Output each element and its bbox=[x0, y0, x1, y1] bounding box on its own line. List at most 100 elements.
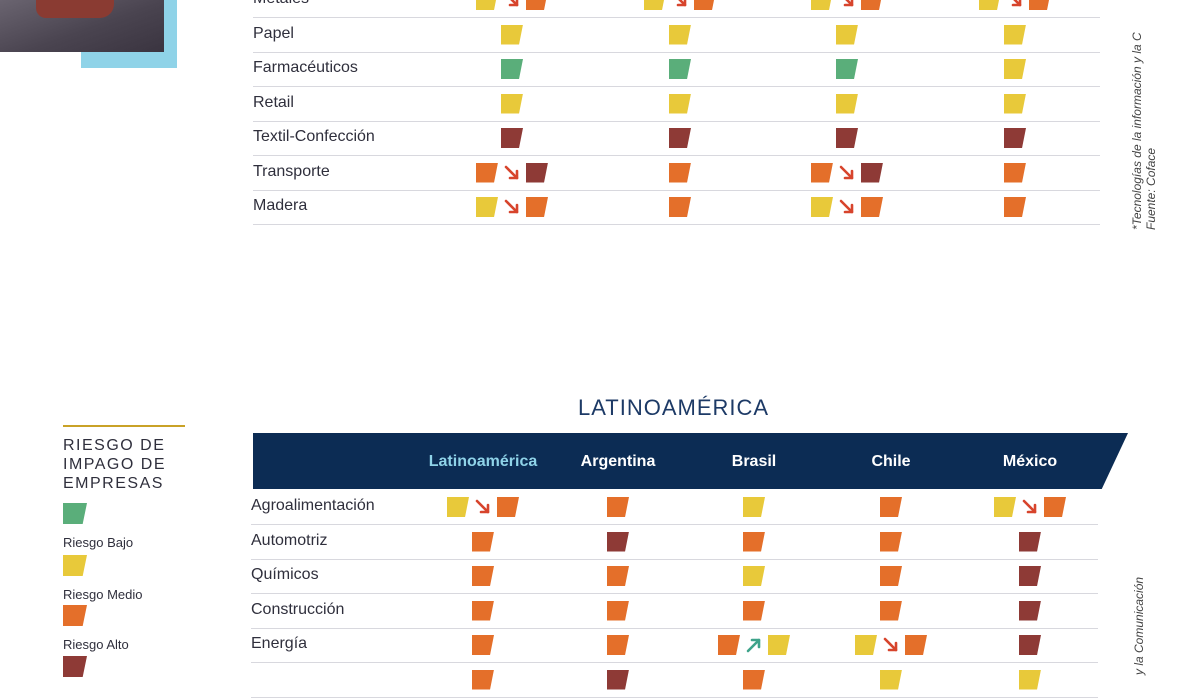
risk-high-icon bbox=[880, 566, 902, 586]
footnote-bottom: y la Comunicación bbox=[1132, 576, 1146, 675]
trend-down-arrow-icon bbox=[504, 165, 519, 179]
latam-section-title: LATINOAMÉRICA bbox=[578, 395, 770, 420]
risk-medium-icon bbox=[836, 93, 858, 114]
risk-high-icon bbox=[694, 0, 716, 10]
risk-high-icon bbox=[1029, 0, 1051, 10]
legend-item-very-high bbox=[63, 656, 87, 682]
risk-cell bbox=[1019, 628, 1041, 662]
risk-cell bbox=[476, 156, 548, 190]
table-row: Papel bbox=[253, 18, 1100, 53]
column-header-chile: Chile bbox=[871, 453, 911, 470]
sector-label: Metales bbox=[253, 0, 309, 8]
latam-header-bar bbox=[253, 433, 1128, 489]
sector-label: Energía bbox=[251, 635, 308, 652]
risk-cell bbox=[1004, 87, 1026, 121]
risk-medium-icon bbox=[743, 497, 765, 517]
risk-high-icon bbox=[526, 0, 548, 10]
risk-medium-icon bbox=[811, 0, 833, 10]
risk-cell bbox=[994, 490, 1066, 524]
risk-very-high-icon bbox=[526, 162, 548, 183]
trend-down-arrow-icon bbox=[839, 165, 854, 179]
table-row: Farmacéuticos bbox=[253, 52, 1100, 87]
vehicle-photo bbox=[0, 0, 164, 52]
risk-cell bbox=[718, 628, 790, 662]
risk-cell bbox=[1019, 559, 1041, 593]
trend-down-arrow-icon bbox=[504, 199, 519, 214]
risk-cell bbox=[836, 52, 858, 86]
table-row: Automotriz bbox=[251, 525, 1098, 560]
column-header-argentina: Argentina bbox=[580, 453, 656, 470]
risk-cell bbox=[743, 594, 765, 628]
risk-cell bbox=[1019, 525, 1041, 559]
vehicle-shape bbox=[36, 0, 114, 18]
risk-medium-icon bbox=[447, 497, 469, 517]
risk-cell bbox=[472, 663, 494, 697]
column-header-brasil: Brasil bbox=[731, 453, 777, 470]
risk-high-icon bbox=[743, 531, 765, 552]
sector-label: Papel bbox=[253, 24, 294, 42]
risk-cell bbox=[811, 0, 883, 17]
table-row: Transporte bbox=[253, 156, 1100, 191]
risk-high-icon bbox=[905, 635, 927, 655]
risk-cell bbox=[607, 525, 629, 559]
sector-label: Transporte bbox=[253, 162, 330, 180]
risk-high-icon bbox=[472, 531, 494, 552]
risk-cell bbox=[607, 663, 629, 697]
risk-cell bbox=[669, 190, 691, 224]
risk-cell bbox=[472, 559, 494, 593]
risk-cell bbox=[1004, 18, 1026, 52]
risk-cell bbox=[447, 490, 519, 524]
risk-cell bbox=[669, 18, 691, 52]
risk-high-icon bbox=[669, 197, 691, 217]
sector-label: Químicos bbox=[251, 566, 319, 583]
risk-very-high-icon bbox=[607, 669, 629, 690]
risk-cell bbox=[669, 87, 691, 121]
risk-medium-icon bbox=[501, 93, 523, 114]
risk-medium-icon bbox=[836, 24, 858, 45]
risk-high-icon bbox=[607, 600, 629, 621]
column-header-latinoam-rica: Latinoamérica bbox=[428, 453, 538, 470]
risk-cell bbox=[607, 490, 629, 524]
sector-label: Automotriz bbox=[251, 531, 328, 549]
risk-medium-icon bbox=[1019, 669, 1041, 690]
risk-cell bbox=[880, 525, 902, 559]
risk-medium-icon bbox=[743, 566, 765, 586]
risk-medium-icon bbox=[811, 197, 833, 217]
sector-label: Construcción bbox=[251, 600, 345, 618]
risk-very-high-icon bbox=[607, 531, 629, 552]
risk-high-icon bbox=[472, 669, 494, 690]
risk-medium-icon bbox=[476, 197, 498, 217]
risk-high-icon bbox=[743, 600, 765, 621]
risk-high-icon bbox=[861, 197, 883, 217]
legend-item-medium: Riesgo Medio bbox=[63, 555, 143, 602]
risk-high-icon bbox=[880, 600, 902, 621]
table-row: Agroalimentación bbox=[251, 490, 1098, 525]
column-header-m-xico: México bbox=[1002, 453, 1058, 470]
risk-cell bbox=[607, 594, 629, 628]
legend-rule bbox=[63, 425, 185, 427]
risk-low-icon bbox=[63, 503, 87, 524]
risk-cell bbox=[472, 628, 494, 662]
risk-cell bbox=[836, 18, 858, 52]
risk-cell bbox=[1004, 121, 1026, 155]
risk-cell bbox=[607, 628, 629, 662]
risk-cell bbox=[855, 628, 927, 662]
risk-low-icon bbox=[501, 59, 523, 79]
risk-high-icon bbox=[669, 162, 691, 183]
risk-very-high-icon bbox=[1019, 566, 1041, 586]
trend-down-arrow-icon bbox=[883, 637, 898, 652]
risk-cell bbox=[880, 490, 902, 524]
risk-high-icon bbox=[880, 497, 902, 517]
risk-high-icon bbox=[607, 635, 629, 655]
legend-label: Riesgo Alto bbox=[63, 637, 129, 652]
risk-high-icon bbox=[880, 531, 902, 552]
trend-down-arrow-icon bbox=[843, 0, 854, 7]
risk-high-icon bbox=[472, 635, 494, 655]
risk-high-icon bbox=[63, 605, 87, 626]
sector-label: Retail bbox=[253, 93, 294, 111]
risk-cell bbox=[1004, 52, 1026, 86]
risk-medium-icon bbox=[669, 24, 691, 45]
risk-cell bbox=[669, 52, 691, 86]
risk-cell bbox=[811, 190, 883, 224]
risk-very-high-icon bbox=[861, 162, 883, 183]
